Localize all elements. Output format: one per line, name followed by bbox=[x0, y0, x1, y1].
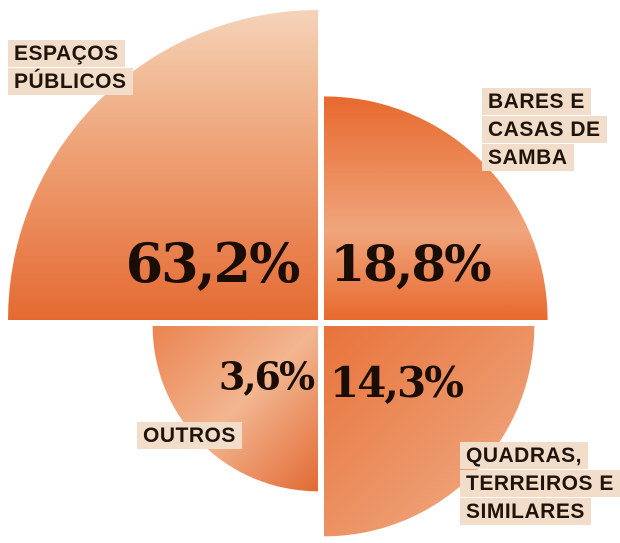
category-label: QUADRAS, TERREIROS E SIMILARES bbox=[460, 442, 620, 526]
pie-slice bbox=[152, 326, 318, 492]
value-label: 63,2% bbox=[126, 231, 300, 295]
category-text: OUTROS bbox=[137, 422, 242, 449]
value-label: 3,6% bbox=[219, 354, 315, 399]
category-text: ESPAÇOS PÚBLICOS bbox=[8, 40, 133, 95]
pie-slice bbox=[324, 96, 548, 321]
value-label: 14,3% bbox=[330, 358, 463, 407]
pie-slice bbox=[8, 10, 318, 320]
category-label: OUTROS bbox=[137, 422, 257, 450]
category-label: BARES E CASAS DE SAMBA bbox=[482, 88, 612, 172]
pie-slice bbox=[324, 326, 535, 537]
value-label: 18,8% bbox=[330, 234, 491, 293]
category-text: QUADRAS, TERREIROS E SIMILARES bbox=[460, 442, 620, 525]
category-text: BARES E CASAS DE SAMBA bbox=[482, 88, 607, 171]
category-label: ESPAÇOS PÚBLICOS bbox=[8, 40, 138, 96]
